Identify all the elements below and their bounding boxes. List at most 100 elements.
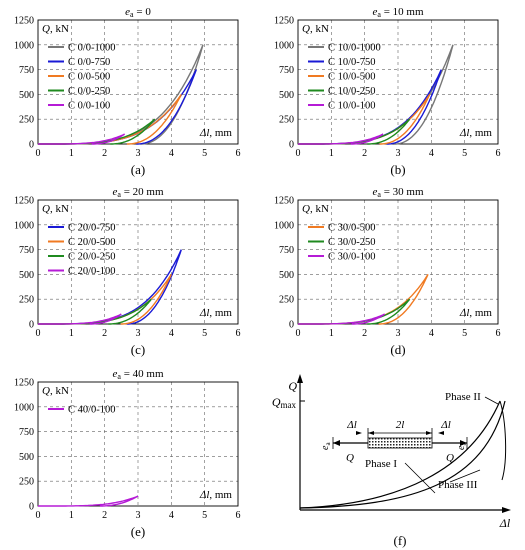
x-tick-label: 4 — [169, 328, 174, 339]
y-axis-label: Q, kN — [42, 385, 69, 397]
y-tick-label: 250 — [19, 115, 34, 126]
schematic-x-arrow — [502, 507, 511, 513]
legend: C 30/0-500 C 30/0-250 C 30/0-100 — [308, 223, 376, 263]
y-tick-label: 750 — [19, 427, 34, 438]
x-tick-label: 0 — [36, 148, 41, 159]
schematic-y-arrow — [297, 374, 303, 383]
x-tick-label: 1 — [69, 148, 74, 159]
y-axis-label: Q, kN — [302, 203, 329, 215]
y-tick-label: 1250 — [14, 378, 34, 389]
chart-panel-4: ea = 30 mm 0 1 2 3 4 5 6 0 250 500 750 1000 1250 Q, kN… — [274, 186, 501, 357]
legend-entry: C 20/0-500 — [68, 237, 116, 248]
series-line — [38, 495, 139, 507]
chart-panel-3: ea = 20 mm 0 1 2 3 4 5 6 0 250 500 750 1000 1250 Q, kN… — [14, 186, 241, 357]
chart-title: ea = 30 mm — [372, 186, 423, 199]
x-tick-label: 5 — [462, 148, 467, 159]
x-tick-label: 6 — [236, 328, 241, 339]
x-tick-label: 1 — [329, 328, 334, 339]
series-line — [298, 133, 384, 145]
specimen-elong-right-label: Δl — [440, 419, 451, 431]
x-axis-label: Δl, mm — [459, 307, 493, 319]
x-tick-label: 6 — [236, 148, 241, 159]
x-axis-label: Δl, mm — [199, 307, 233, 319]
chart-title: ea = 10 mm — [372, 6, 423, 19]
x-tick-label: 2 — [362, 328, 367, 339]
specimen-load-right-label: Q — [446, 452, 454, 464]
legend-entry: C 20/0-100 — [68, 266, 116, 277]
legend-entry: C 0/0-750 — [68, 57, 110, 68]
y-tick-label: 750 — [19, 65, 34, 76]
y-tick-label: 1000 — [14, 402, 34, 413]
x-tick-label: 6 — [236, 510, 241, 521]
y-tick-label: 250 — [279, 295, 294, 306]
x-tick-label: 5 — [202, 148, 207, 159]
y-tick-label: 1000 — [274, 40, 294, 51]
x-axis-label: Δl, mm — [199, 489, 233, 501]
x-tick-label: 2 — [102, 328, 107, 339]
y-tick-label: 1250 — [14, 16, 34, 27]
x-tick-label: 3 — [396, 148, 401, 159]
schematic-phase-3-leader — [449, 469, 481, 483]
y-axis-label: Q, kN — [42, 23, 69, 35]
x-tick-label: 4 — [169, 510, 174, 521]
series-line — [298, 118, 411, 145]
y-tick-label: 0 — [29, 320, 34, 331]
specimen-elong-arrow-left — [356, 431, 362, 435]
specimen-load-arrow-left — [333, 440, 340, 446]
y-tick-label: 0 — [289, 140, 294, 151]
legend-entry: C 10/0-250 — [328, 86, 376, 97]
specimen-elong-left-label: Δl — [346, 419, 357, 431]
legend-entry: C 10/0-750 — [328, 57, 376, 68]
x-tick-label: 2 — [102, 148, 107, 159]
y-tick-label: 1250 — [14, 196, 34, 207]
plot-frame — [297, 199, 499, 325]
chart-title: ea = 40 mm — [112, 368, 163, 381]
x-tick-label: 0 — [36, 328, 41, 339]
x-tick-label: 3 — [136, 148, 141, 159]
x-tick-label: 6 — [496, 148, 501, 159]
legend-entry: C 10/0-500 — [328, 72, 376, 83]
schematic-panel: Q Qmax Δl Phase II Phase I Phase III 2l … — [272, 374, 511, 548]
x-tick-label: 5 — [462, 328, 467, 339]
legend-entry: C 10/0-1000 — [328, 43, 381, 54]
plot-frame — [37, 199, 239, 325]
x-tick-label: 1 — [69, 328, 74, 339]
specimen-elong-arrow-right — [438, 431, 444, 435]
y-tick-label: 500 — [19, 452, 34, 463]
schematic-phase-2-leader — [484, 396, 499, 405]
legend-entry: C 20/0-250 — [68, 252, 116, 263]
y-axis-label: Q, kN — [302, 23, 329, 35]
y-tick-label: 500 — [19, 90, 34, 101]
x-axis-label: Δl, mm — [459, 127, 493, 139]
plot-frame — [37, 381, 239, 507]
specimen-dim-arrow-right — [426, 431, 432, 435]
x-tick-label: 5 — [202, 328, 207, 339]
y-tick-label: 250 — [19, 477, 34, 488]
schematic-y-label: Q — [288, 379, 297, 393]
y-tick-label: 0 — [29, 502, 34, 513]
schematic-curve-lower — [299, 400, 506, 509]
series-line — [38, 133, 126, 145]
x-tick-label: 2 — [362, 148, 367, 159]
panel-label: (d) — [390, 342, 405, 357]
legend: C 0/0-1000 C 0/0-750 C 0/0-500 C 0/0-250 C 0… — [48, 43, 116, 112]
chart-title: ea = 0 — [125, 6, 151, 19]
y-tick-label: 1250 — [274, 16, 294, 27]
y-axis-label: Q, kN — [42, 203, 69, 215]
chart-panel-1: ea = 0 0 1 2 3 4 5 6 0 250 500 750 1000 1250 Q, kN Δl, … — [14, 6, 241, 177]
schematic-phase-1-leader — [404, 462, 436, 494]
x-axis-label: Δl, mm — [199, 127, 233, 139]
chart-panel-2: ea = 10 mm 0 1 2 3 4 5 6 0 250 500 750 1000 1250 Q, kN… — [274, 6, 501, 177]
panel-label-f: (f) — [394, 533, 407, 548]
y-tick-label: 250 — [19, 295, 34, 306]
x-tick-label: 0 — [36, 510, 41, 521]
chart-panel-5: ea = 40 mm 0 1 2 3 4 5 6 0 250 500 750 1000 1250 Q, kN… — [14, 368, 241, 539]
legend-entry: C 0/0-250 — [68, 86, 110, 97]
y-tick-label: 0 — [289, 320, 294, 331]
x-tick-label: 1 — [329, 148, 334, 159]
y-tick-label: 500 — [279, 90, 294, 101]
x-tick-label: 4 — [429, 148, 434, 159]
legend: C 40/0-100 — [48, 405, 116, 416]
schematic-curve-upper — [299, 400, 501, 509]
